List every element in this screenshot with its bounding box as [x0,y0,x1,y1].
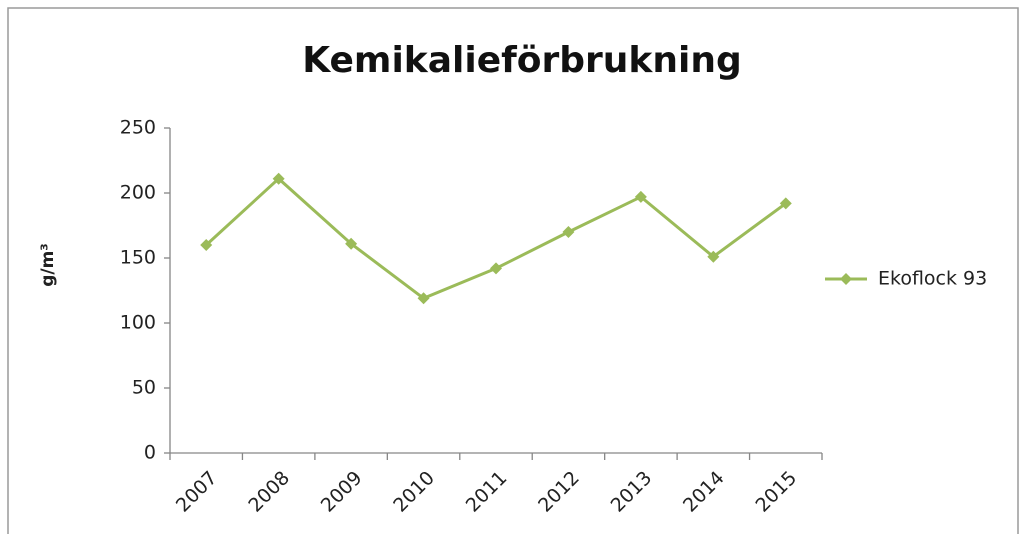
y-tick-label: 200 [120,182,156,204]
y-tick-label: 50 [132,377,156,399]
x-tick-label: 2014 [679,467,729,517]
x-tick-label: 2013 [607,467,657,517]
x-tick-label: 2008 [244,467,294,517]
y-tick-label: 0 [144,442,156,464]
legend-label: Ekoflock 93 [878,268,987,290]
data-point [417,292,430,305]
data-point [345,237,358,250]
data-point [200,239,213,251]
data-point [779,197,792,210]
data-point [562,226,575,238]
x-tick-label: 2007 [172,467,222,517]
y-tick-label: 250 [120,117,156,139]
x-tick-label: 2012 [534,467,584,517]
series-line [205,176,787,301]
chart-title: Kemikalieförbrukning [302,40,741,81]
data-point [490,262,502,275]
y-tick-label: 100 [120,312,156,334]
x-tick-label: 2009 [317,467,367,517]
y-axis-label: g/m³ [38,243,58,287]
data-point [272,172,285,185]
x-tick-label: 2011 [462,467,512,517]
x-tick-label: 2010 [389,467,439,517]
y-tick-label: 150 [120,247,156,269]
data-point [707,250,720,263]
legend-marker [840,273,852,285]
x-tick-label: 2015 [751,467,801,517]
chart-frame [7,7,1019,534]
data-point [634,190,647,203]
